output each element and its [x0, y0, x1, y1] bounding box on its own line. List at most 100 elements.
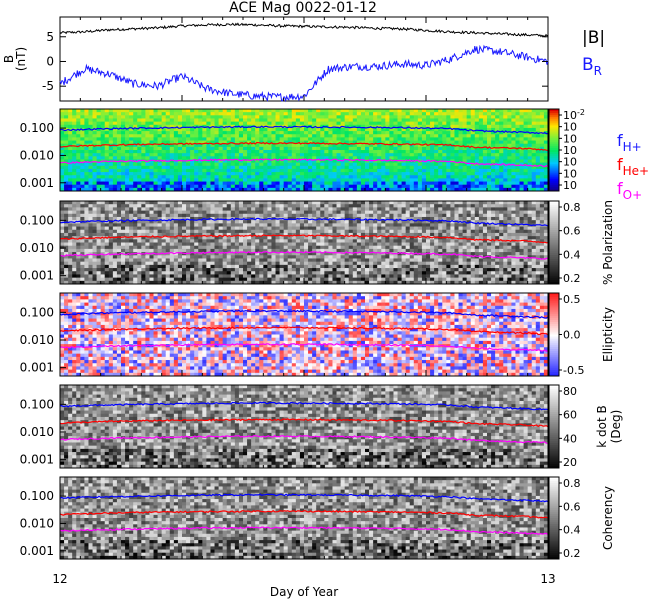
heatmap-cell: [68, 162, 73, 167]
heatmap-cell: [316, 245, 321, 250]
heatmap-cell: [116, 112, 122, 116]
heatmap-cell: [210, 242, 215, 247]
heatmap-cell: [60, 207, 65, 211]
heatmap-cell: [214, 239, 219, 243]
heatmap-cell: [169, 184, 175, 189]
heatmap-cell: [234, 280, 240, 285]
heatmap-cell: [324, 274, 329, 279]
heatmap-cell: [133, 239, 138, 243]
heatmap-cell: [88, 181, 93, 186]
heatmap-cell: [271, 213, 276, 218]
heatmap-cell: [186, 121, 191, 126]
heatmap-cell: [462, 181, 468, 186]
heatmap-cell: [121, 184, 126, 189]
heatmap-cell: [304, 156, 309, 160]
heatmap-cell: [316, 248, 321, 253]
heatmap-cell: [116, 150, 122, 154]
heatmap-cell: [173, 248, 179, 253]
heatmap-cell: [320, 255, 325, 259]
heatmap-cell: [161, 181, 167, 186]
heatmap-cell: [108, 242, 114, 247]
heatmap-cell: [141, 109, 146, 113]
heatmap-cell: [503, 115, 508, 119]
heatmap-cell: [60, 187, 65, 192]
heatmap-cell: [507, 109, 512, 113]
heatmap-cell: [202, 261, 207, 266]
heatmap-cell: [121, 239, 126, 243]
heatmap-cell: [161, 121, 167, 126]
heatmap-cell: [129, 261, 134, 266]
heatmap-cell: [186, 271, 191, 275]
heatmap-cell: [259, 207, 264, 211]
heatmap-cell: [499, 109, 504, 113]
heatmap-cell: [247, 201, 252, 205]
heatmap-cell: [202, 162, 207, 167]
heatmap-cell: [153, 268, 158, 272]
heatmap-cell: [470, 124, 476, 129]
heatmap-cell: [458, 137, 463, 141]
heatmap-cell: [186, 239, 191, 243]
heatmap-cell: [308, 187, 313, 192]
heatmap-cell: [328, 210, 333, 215]
heatmap-cell: [515, 184, 520, 189]
heatmap-cell: [299, 118, 305, 123]
heatmap-cell: [173, 255, 179, 259]
heatmap-cell: [214, 264, 219, 269]
heatmap-cell: [474, 134, 480, 138]
heatmap-cell: [125, 127, 130, 132]
heatmap-cell: [291, 184, 297, 189]
heatmap-cell: [308, 175, 313, 179]
heatmap-cell: [210, 112, 215, 116]
heatmap-cell: [360, 181, 366, 186]
heatmap-cell: [177, 112, 183, 116]
heatmap-cell: [129, 118, 134, 123]
heatmap-cell: [365, 175, 370, 179]
heatmap-cell: [169, 143, 175, 148]
heatmap-cell: [417, 165, 423, 170]
heatmap-cell: [503, 165, 508, 170]
heatmap-cell: [116, 248, 122, 253]
heatmap-cell: [369, 137, 374, 141]
heatmap-cell: [279, 137, 285, 141]
heatmap-cell: [104, 109, 110, 113]
heatmap-cell: [340, 168, 346, 173]
heatmap-cell: [116, 201, 122, 205]
heatmap-cell: [511, 175, 516, 179]
heatmap-cell: [405, 121, 411, 126]
heatmap-cell: [190, 239, 195, 243]
heatmap-cell: [340, 137, 346, 141]
heatmap-cell: [279, 239, 285, 243]
heatmap-cell: [202, 236, 207, 240]
heatmap-cell: [279, 172, 285, 176]
heatmap-cell: [507, 181, 512, 186]
heatmap-cell: [251, 184, 256, 189]
heatmap-cell: [247, 248, 252, 253]
heatmap-cell: [446, 172, 451, 176]
heatmap-cell: [84, 134, 89, 138]
heatmap-cell: [373, 150, 378, 154]
heatmap-cell: [234, 220, 240, 224]
heatmap-cell: [535, 181, 541, 186]
heatmap-cell: [255, 258, 260, 263]
heatmap-cell: [255, 131, 260, 135]
heatmap-cell: [80, 184, 85, 189]
heatmap-cell: [157, 165, 163, 170]
heatmap-cell: [405, 175, 411, 179]
heatmap-cell: [64, 216, 69, 221]
heatmap-cell: [157, 172, 163, 176]
heatmap-cell: [153, 216, 158, 221]
heatmap-cell: [527, 187, 533, 192]
colorbar-step: [549, 123, 559, 126]
heatmap-cell: [104, 258, 110, 263]
heatmap-cell: [373, 127, 378, 132]
heatmap-cell: [186, 187, 191, 192]
heatmap-cell: [507, 175, 512, 179]
heatmap-cell: [434, 137, 439, 141]
heatmap-cell: [173, 162, 179, 167]
heatmap-cell: [312, 181, 317, 186]
heatmap-cell: [133, 181, 138, 186]
heatmap-cell: [186, 184, 191, 189]
heatmap-cell: [251, 127, 256, 132]
heatmap-cell: [230, 109, 236, 113]
heatmap-cell: [88, 165, 93, 170]
